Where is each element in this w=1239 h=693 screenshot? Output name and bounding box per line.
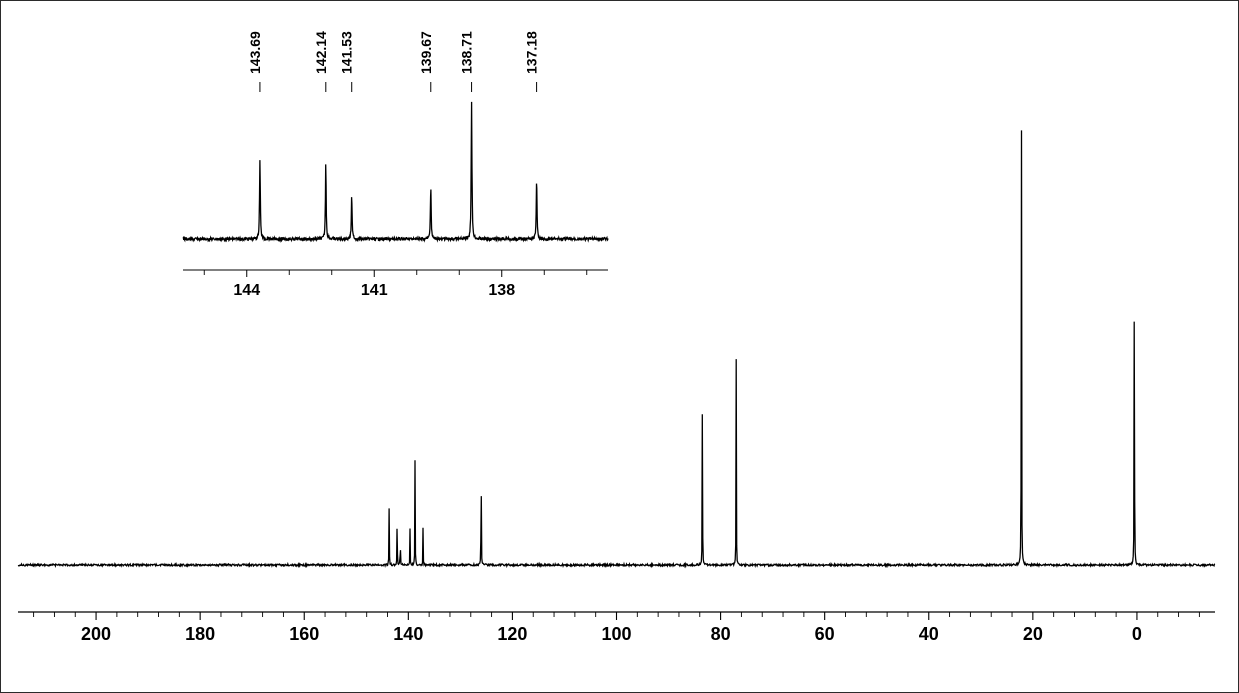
figure-container: 020406080100120140160180200138141144137.… <box>0 0 1239 693</box>
frame-border <box>0 0 1239 693</box>
